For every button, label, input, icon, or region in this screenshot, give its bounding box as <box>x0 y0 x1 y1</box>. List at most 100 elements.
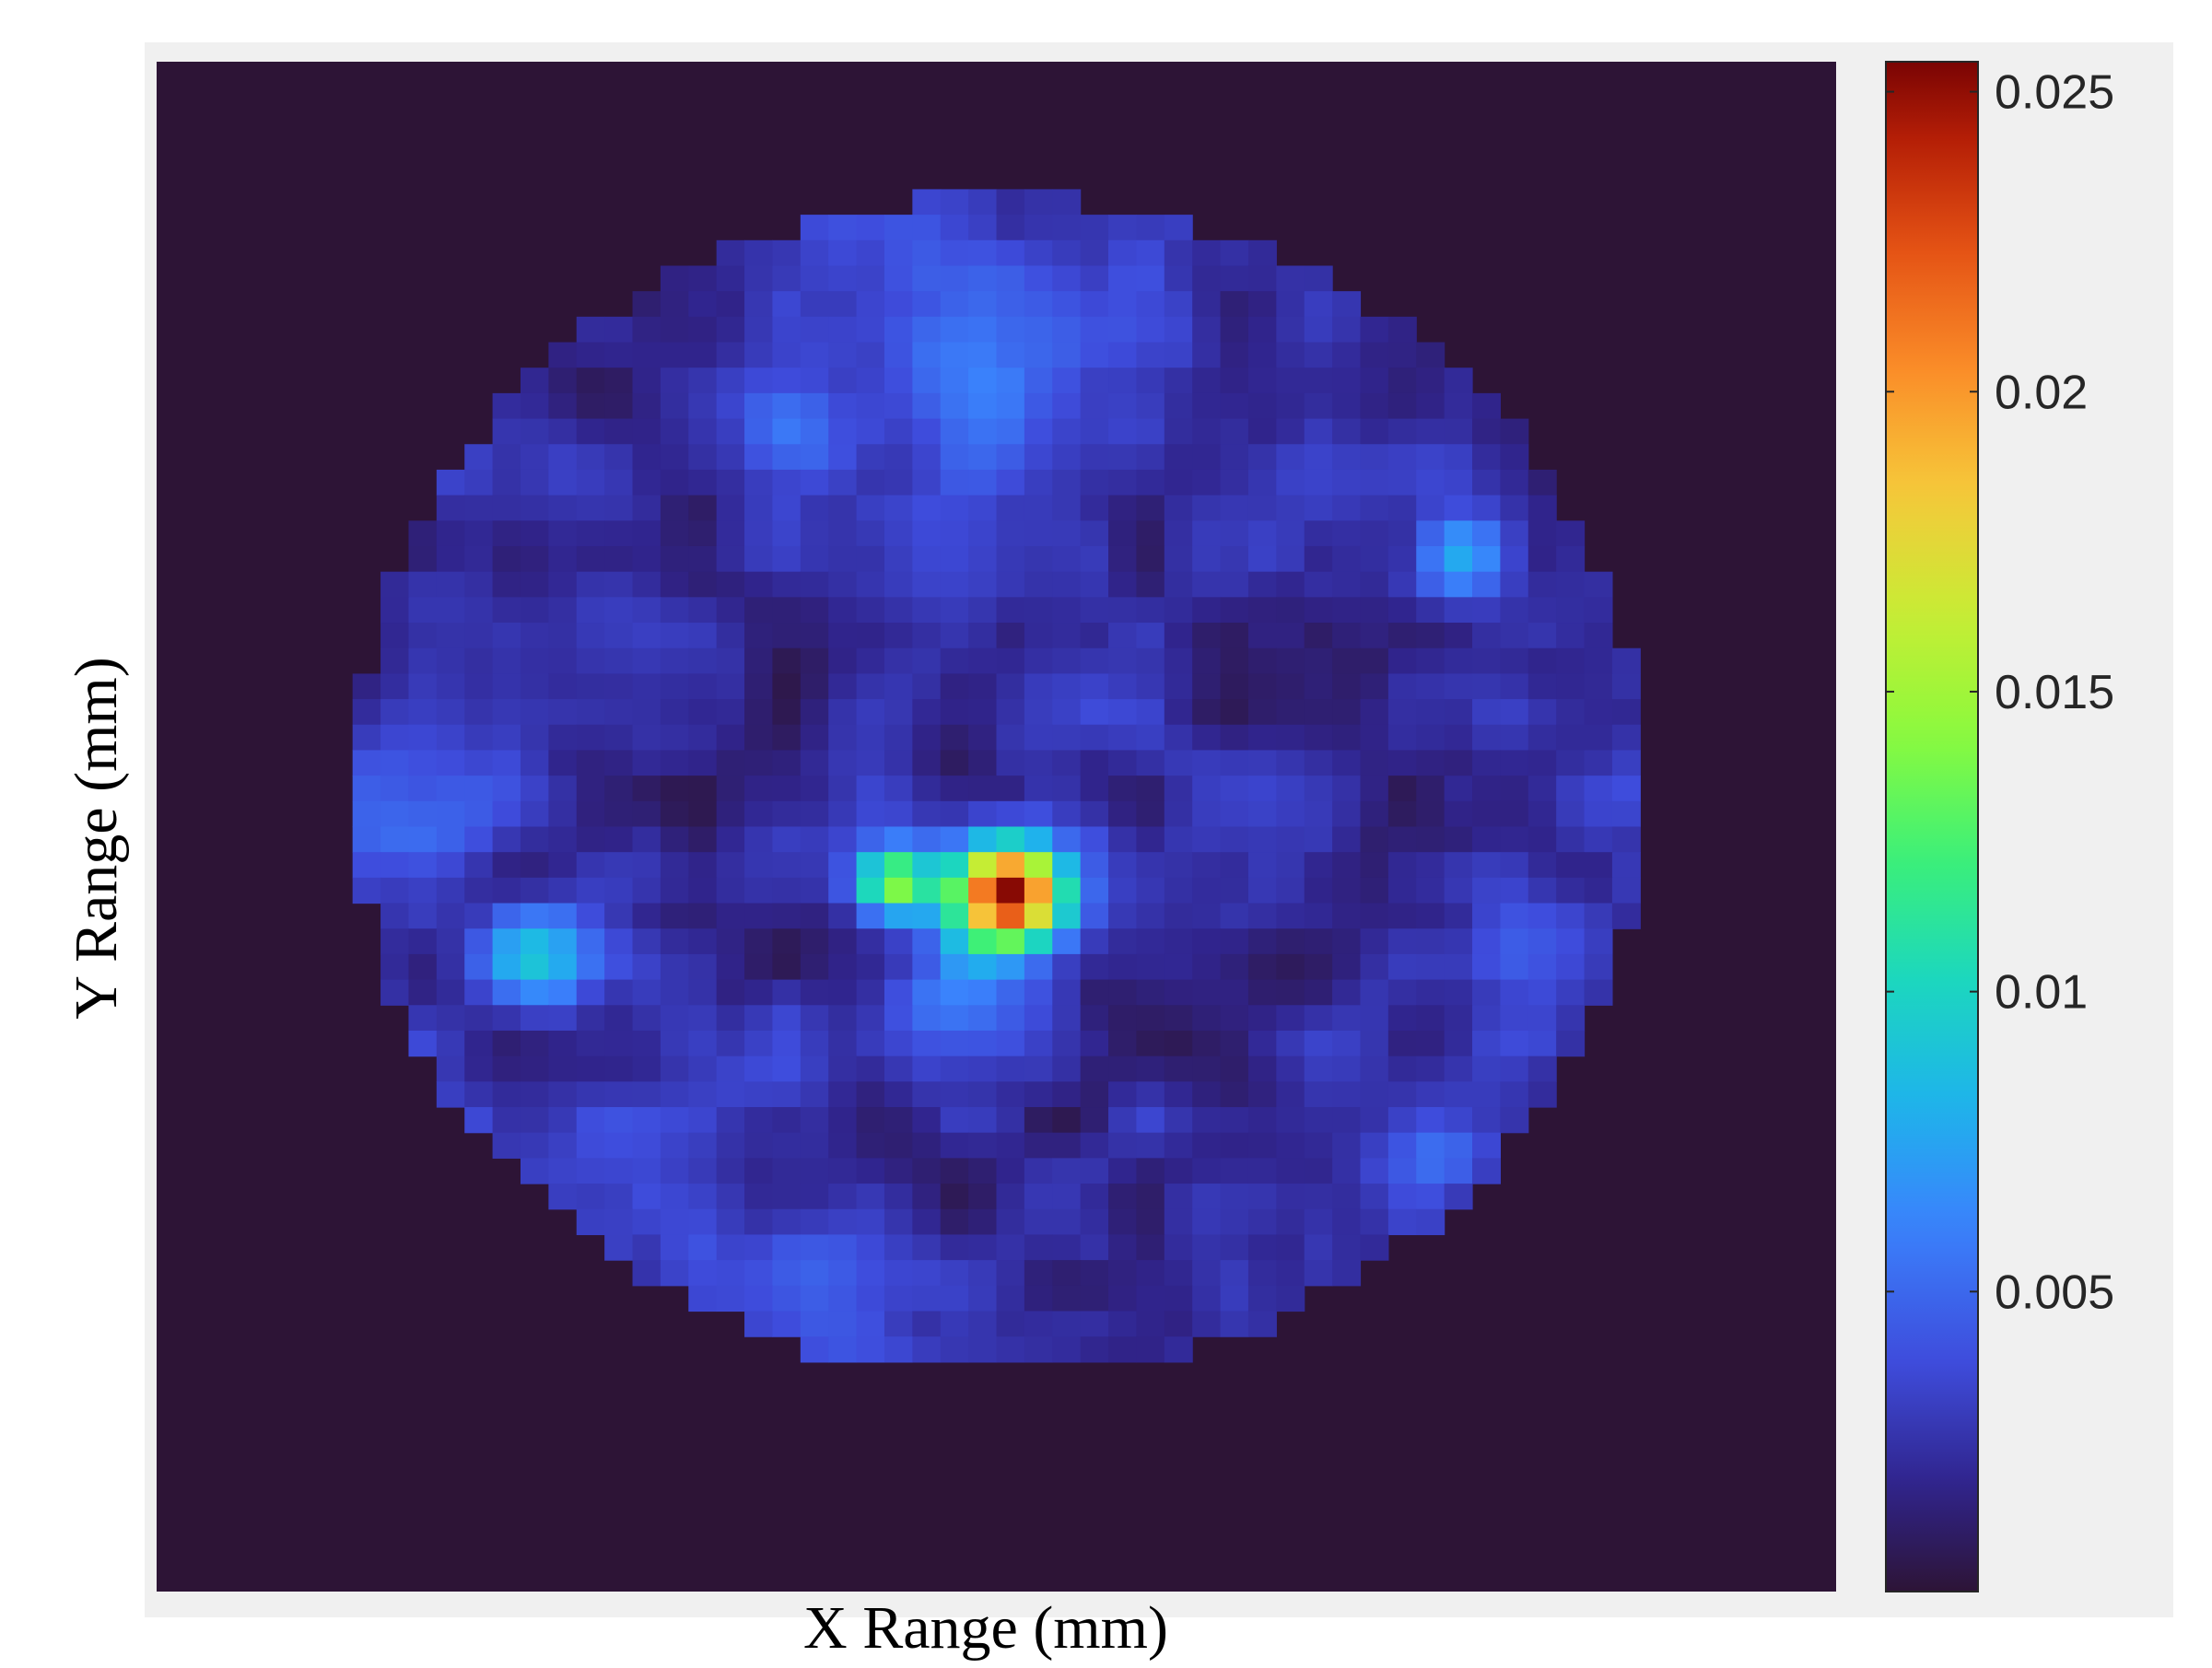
heatmap-cell <box>576 444 605 471</box>
heatmap-cell <box>856 469 885 496</box>
heatmap-cell <box>800 1158 829 1184</box>
heatmap-cell <box>1024 979 1053 1006</box>
heatmap-cell <box>1136 699 1165 726</box>
heatmap-cell <box>1416 571 1445 598</box>
heatmap-cell <box>1444 800 1473 828</box>
heatmap-cell <box>744 418 774 445</box>
heatmap-cell <box>856 800 885 828</box>
heatmap-cell <box>772 1208 802 1236</box>
heatmap-cell <box>1052 699 1082 726</box>
heatmap-cell <box>660 903 689 929</box>
heatmap-cell <box>1444 979 1473 1006</box>
heatmap-cell <box>1192 928 1222 955</box>
heatmap-cell <box>1052 1030 1082 1057</box>
heatmap-cell <box>1164 265 1193 292</box>
heatmap-cell <box>492 776 521 802</box>
heatmap-cell <box>688 469 718 496</box>
heatmap-cell <box>1387 1132 1417 1159</box>
heatmap-cell <box>408 623 438 649</box>
heatmap-cell <box>856 877 885 904</box>
heatmap-cell <box>744 826 774 853</box>
heatmap-cell <box>716 392 745 420</box>
heatmap-cell <box>548 800 578 828</box>
heatmap-cell <box>884 444 913 471</box>
heatmap-cell <box>492 545 521 573</box>
heatmap-cell <box>800 597 829 624</box>
heatmap-cell <box>1387 571 1417 598</box>
heatmap-cell <box>492 673 521 700</box>
heatmap-cell <box>1527 623 1557 649</box>
heatmap-cell <box>1080 239 1109 267</box>
heatmap-cell <box>1276 392 1305 420</box>
heatmap-cell <box>632 367 661 394</box>
heatmap-cell <box>380 877 410 904</box>
heatmap-cell <box>1136 1158 1165 1184</box>
heatmap-cell <box>688 826 718 853</box>
heatmap-cell <box>408 979 438 1006</box>
heatmap-cell <box>1472 750 1501 776</box>
heatmap-cell <box>1444 647 1473 674</box>
heatmap-cell <box>660 367 689 394</box>
heatmap-cell <box>1220 800 1249 828</box>
heatmap-cell <box>1556 928 1586 955</box>
heatmap-cell <box>772 1056 802 1082</box>
heatmap-cell <box>1276 647 1305 674</box>
heatmap-cell <box>1500 800 1529 828</box>
heatmap-cell <box>688 979 718 1006</box>
heatmap-cell <box>968 1005 998 1032</box>
heatmap-cell <box>408 750 438 776</box>
heatmap-cell <box>1192 1234 1222 1261</box>
heatmap-cell <box>1136 852 1165 879</box>
heatmap-cell <box>1387 545 1417 573</box>
heatmap-cell <box>660 265 689 292</box>
heatmap-cell <box>996 469 1025 496</box>
heatmap-cell <box>744 903 774 929</box>
heatmap-cell <box>632 776 661 802</box>
heatmap-cell <box>1472 724 1501 752</box>
heatmap-cell <box>1192 469 1222 496</box>
heatmap-cell <box>436 877 465 904</box>
heatmap-cell <box>1192 392 1222 420</box>
heatmap-cell <box>1192 1184 1222 1210</box>
heatmap-cell <box>1192 699 1222 726</box>
heatmap-cell <box>1472 647 1501 674</box>
heatmap-cell <box>492 877 521 904</box>
heatmap-cell <box>800 215 829 241</box>
heatmap-cell <box>800 291 829 318</box>
heatmap-cell <box>492 1107 521 1134</box>
heatmap-cell <box>1304 1234 1333 1261</box>
heatmap-cell <box>1360 826 1389 853</box>
heatmap-cell <box>1052 953 1082 981</box>
heatmap-cell <box>884 724 913 752</box>
heatmap-cell <box>1611 647 1641 674</box>
heatmap-cell <box>1192 1005 1222 1032</box>
heatmap-cell <box>1500 623 1529 649</box>
heatmap-cell <box>576 724 605 752</box>
heatmap-cell <box>1556 979 1586 1006</box>
heatmap-cell <box>1108 1234 1138 1261</box>
heatmap-cell <box>744 316 774 344</box>
heatmap-cell <box>632 1234 661 1261</box>
heatmap-cell <box>1276 1056 1305 1082</box>
heatmap-cell <box>576 776 605 802</box>
heatmap-cell <box>996 623 1025 649</box>
heatmap-cell <box>828 597 858 624</box>
heatmap-cell <box>912 1030 942 1057</box>
heatmap-cell <box>1192 265 1222 292</box>
heatmap-cell <box>1108 928 1138 955</box>
heatmap-cell <box>772 418 802 445</box>
heatmap-cell <box>1387 647 1417 674</box>
heatmap-cell <box>940 392 969 420</box>
heatmap-cell <box>1192 1030 1222 1057</box>
heatmap-cell <box>940 953 969 981</box>
heatmap-cell <box>1220 597 1249 624</box>
heatmap-cell <box>408 852 438 879</box>
heatmap-cell <box>548 1005 578 1032</box>
heatmap-cell <box>604 316 634 344</box>
heatmap-cell <box>1247 953 1277 981</box>
heatmap-cell <box>968 545 998 573</box>
heatmap-cell <box>1444 1056 1473 1082</box>
heatmap-cell <box>660 750 689 776</box>
heatmap-cell <box>1108 367 1138 394</box>
heatmap-cell <box>856 1336 885 1363</box>
